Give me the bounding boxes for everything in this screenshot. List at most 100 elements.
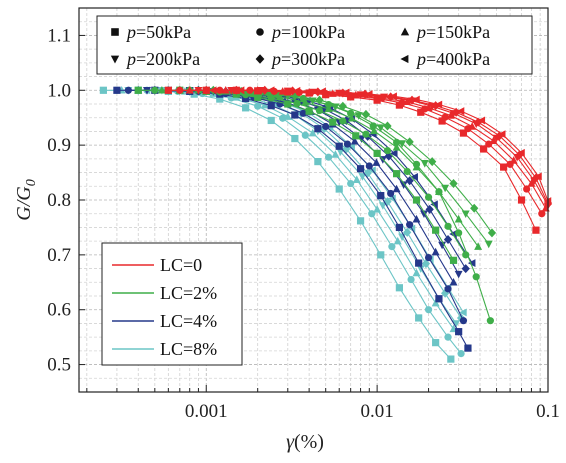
marker-circle — [441, 113, 449, 121]
marker-square — [305, 107, 313, 115]
marker-diamond — [470, 203, 479, 213]
marker-diamond — [313, 87, 323, 97]
x-tick-label: 0.01 — [361, 401, 394, 422]
x-axis-title: γ(%) — [286, 431, 324, 453]
color-legend: LC=0 LC=2% LC=4% LC=8% — [101, 242, 243, 366]
marker-square — [99, 86, 107, 94]
marker-square — [449, 256, 458, 264]
marker-triangle-up — [301, 98, 310, 106]
marker-triangle-up — [373, 205, 382, 213]
marker-circle — [387, 189, 395, 198]
y-tick-label: 1.1 — [47, 25, 71, 46]
marker-square — [395, 223, 403, 232]
marker-square — [291, 111, 299, 119]
marker-circle — [455, 229, 463, 237]
marker-triangle-up — [489, 136, 498, 144]
marker-triangle-down — [420, 210, 428, 219]
marker-square — [500, 163, 508, 171]
marker-triangle-up — [412, 214, 421, 223]
y-tick-label: 0.6 — [47, 300, 71, 321]
marker-triangle-down — [454, 270, 463, 279]
marker-triangle-left — [266, 86, 275, 95]
marker-square — [435, 295, 443, 303]
marker-legend-label: p=50kPa — [125, 22, 191, 42]
marker-square — [242, 94, 250, 103]
marker-circle — [523, 185, 531, 193]
series-group — [209, 86, 552, 206]
marker-triangle-left — [430, 200, 438, 209]
marker-circle — [459, 317, 468, 325]
axis-ticks — [79, 34, 549, 392]
marker-circle — [347, 179, 355, 188]
marker-square — [134, 86, 142, 94]
series-line — [168, 89, 490, 245]
marker-triangle-up — [412, 268, 421, 277]
tick-labels: 0.001 0.01 0.1 0.5 0.6 0.7 0.8 0.9 1.0 1.1 — [47, 25, 560, 422]
marker-triangle-down — [378, 202, 387, 210]
marker-square — [113, 86, 121, 94]
marker-circle — [486, 317, 494, 325]
marker-circle — [324, 100, 333, 109]
marker-square — [111, 28, 119, 36]
y-tick-label: 0.7 — [47, 245, 71, 266]
marker-triangle-left — [341, 88, 350, 97]
marker-diamond — [361, 109, 371, 119]
marker-triangle-up — [431, 247, 440, 256]
marker-square — [455, 328, 463, 336]
marker-diamond — [461, 264, 470, 274]
color-legend-box — [101, 242, 243, 366]
marker-circle — [176, 86, 184, 94]
marker-circle — [124, 86, 132, 94]
marker-legend-label: p=200kPa — [125, 49, 200, 69]
x-tick-label: 0.001 — [185, 401, 228, 422]
marker-triangle-left — [389, 92, 397, 101]
marker-triangle-up — [474, 242, 483, 250]
marker-triangle-up — [392, 143, 401, 151]
marker-square — [335, 185, 343, 193]
marker-circle — [339, 117, 347, 125]
marker-circle — [151, 86, 159, 94]
marker-circle — [293, 99, 301, 108]
marker-legend-label: p=100kPa — [270, 22, 345, 42]
marker-circle — [424, 306, 433, 314]
marker-triangle-up — [403, 97, 412, 106]
marker-circle — [472, 273, 480, 281]
marker-square — [284, 100, 292, 108]
marker-circle — [424, 254, 433, 262]
marker-square — [417, 108, 425, 116]
marker-triangle-left — [318, 87, 326, 96]
marker-triangle-left — [389, 149, 398, 158]
marker-circle — [462, 251, 470, 259]
marker-triangle-down — [452, 320, 461, 328]
marker-triangle-up — [350, 136, 359, 145]
marker-legend: p=50kPa p=100kPa p=150kPa p=200kPa p=300kPa p… — [96, 15, 533, 75]
marker-triangle-up — [283, 112, 292, 120]
marker-circle — [322, 122, 330, 131]
marker-triangle-up — [331, 150, 340, 158]
marker-diamond — [487, 228, 497, 238]
marker-circle — [444, 222, 452, 230]
marker-triangle-left — [209, 86, 217, 95]
marker-triangle-up — [308, 128, 317, 137]
marker-triangle-left — [517, 148, 525, 157]
marker-triangle-up — [468, 122, 477, 130]
marker-triangle-up — [185, 85, 194, 94]
marker-square — [377, 192, 385, 200]
marker-diamond — [405, 137, 414, 147]
marker-triangle-up — [324, 104, 333, 113]
marker-square — [164, 86, 172, 94]
marker-diamond — [338, 88, 347, 98]
marker-triangle-up — [253, 85, 262, 94]
marker-triangle-up — [424, 103, 433, 112]
marker-diamond — [403, 227, 412, 237]
marker-triangle-left — [364, 90, 373, 99]
marker-circle — [365, 162, 373, 170]
marker-triangle-up — [509, 156, 518, 164]
color-legend-label: LC=2% — [160, 283, 217, 303]
marker-triangle-down — [420, 160, 429, 168]
marker-circle — [383, 147, 392, 155]
marker-square — [267, 116, 275, 125]
marker-square — [415, 259, 423, 267]
marker-square — [532, 226, 540, 234]
